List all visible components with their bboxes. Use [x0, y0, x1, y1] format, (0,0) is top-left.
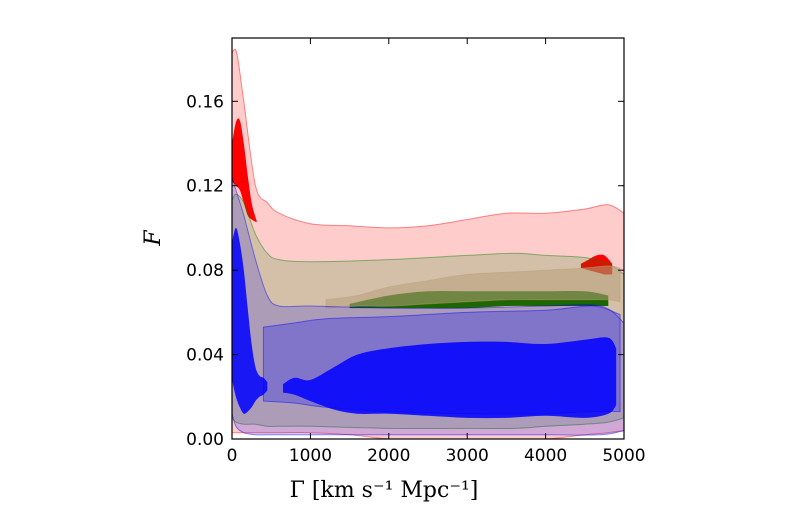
band-inner-9 [283, 337, 617, 419]
data-bands [232, 48, 624, 439]
x-tick-label-5: 5000 [602, 446, 645, 466]
band-outer-0 [232, 48, 624, 439]
y-axis-label: F [141, 230, 166, 247]
y-tick-label-0: 0.00 [186, 430, 224, 450]
y-tick-label-1: 0.04 [186, 346, 224, 366]
x-axis-label: Γ [km s⁻¹ Mpc⁻¹] [290, 478, 479, 503]
y-tick-label-3: 0.12 [186, 177, 224, 197]
x-tick-label-4: 4000 [524, 446, 567, 466]
y-tick-label-2: 0.08 [186, 261, 224, 281]
x-tick-label-1: 1000 [289, 446, 332, 466]
plot-frame [231, 37, 625, 440]
x-tick-label-0: 0 [227, 446, 238, 466]
axis-ticks: 0 1000 2000 3000 4000 5000 0.00 0.04 0.08 0.12 0.1… [186, 38, 646, 466]
x-tick-label-2: 2000 [367, 446, 410, 466]
band-inner-1 [232, 118, 258, 222]
band-outer-5 [325, 265, 621, 309]
x-tick-label-3: 3000 [446, 446, 489, 466]
band-inner-8 [232, 227, 268, 414]
y-tick-label-4: 0.16 [186, 92, 224, 112]
